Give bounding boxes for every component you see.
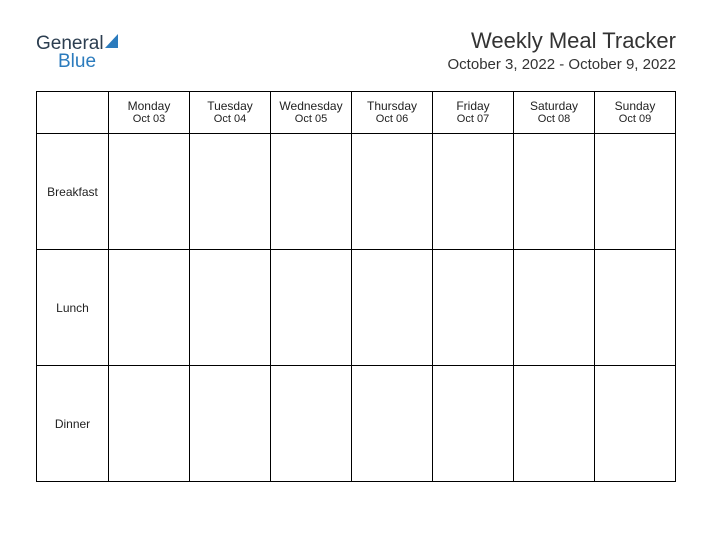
- meal-cell[interactable]: [514, 366, 595, 482]
- table-row: Lunch: [37, 250, 676, 366]
- logo-text-blue: Blue: [36, 52, 123, 71]
- meal-cell[interactable]: [190, 250, 271, 366]
- day-name: Friday: [433, 99, 513, 113]
- meal-cell[interactable]: [190, 134, 271, 250]
- meal-cell[interactable]: [595, 134, 676, 250]
- col-header: Saturday Oct 08: [514, 92, 595, 134]
- col-header: Thursday Oct 06: [352, 92, 433, 134]
- row-label-breakfast: Breakfast: [37, 134, 109, 250]
- meal-cell[interactable]: [433, 366, 514, 482]
- day-date: Oct 08: [514, 113, 594, 126]
- meal-cell[interactable]: [514, 134, 595, 250]
- col-header: Sunday Oct 09: [595, 92, 676, 134]
- day-date: Oct 05: [271, 113, 351, 126]
- meal-cell[interactable]: [271, 366, 352, 482]
- row-label-lunch: Lunch: [37, 250, 109, 366]
- col-header: Tuesday Oct 04: [190, 92, 271, 134]
- day-date: Oct 06: [352, 113, 432, 126]
- table-row: Breakfast: [37, 134, 676, 250]
- day-date: Oct 03: [109, 113, 189, 126]
- meal-cell[interactable]: [109, 366, 190, 482]
- col-header: Monday Oct 03: [109, 92, 190, 134]
- title-block: Weekly Meal Tracker October 3, 2022 - Oc…: [448, 28, 676, 73]
- meal-cell[interactable]: [271, 134, 352, 250]
- table-corner-cell: [37, 92, 109, 134]
- header: General Blue Weekly Meal Tracker October…: [36, 28, 676, 73]
- col-header: Wednesday Oct 05: [271, 92, 352, 134]
- meal-cell[interactable]: [352, 134, 433, 250]
- meal-cell[interactable]: [109, 134, 190, 250]
- day-name: Wednesday: [271, 99, 351, 113]
- day-name: Sunday: [595, 99, 675, 113]
- day-name: Tuesday: [190, 99, 270, 113]
- meal-cell[interactable]: [109, 250, 190, 366]
- page-title: Weekly Meal Tracker: [448, 28, 676, 54]
- meal-cell[interactable]: [352, 366, 433, 482]
- meal-cell[interactable]: [352, 250, 433, 366]
- sail-icon: [105, 34, 123, 54]
- meal-cell[interactable]: [595, 366, 676, 482]
- meal-cell[interactable]: [595, 250, 676, 366]
- meal-cell[interactable]: [190, 366, 271, 482]
- logo: General Blue: [36, 28, 123, 71]
- col-header: Friday Oct 07: [433, 92, 514, 134]
- meal-cell[interactable]: [271, 250, 352, 366]
- meal-tracker-table: Monday Oct 03 Tuesday Oct 04 Wednesday O…: [36, 91, 676, 482]
- date-range: October 3, 2022 - October 9, 2022: [448, 56, 676, 73]
- day-name: Monday: [109, 99, 189, 113]
- day-date: Oct 07: [433, 113, 513, 126]
- meal-cell[interactable]: [433, 134, 514, 250]
- row-label-dinner: Dinner: [37, 366, 109, 482]
- logo-text: General Blue: [36, 34, 123, 71]
- day-date: Oct 09: [595, 113, 675, 126]
- meal-cell[interactable]: [433, 250, 514, 366]
- table-row: Dinner: [37, 366, 676, 482]
- day-name: Thursday: [352, 99, 432, 113]
- table-header-row: Monday Oct 03 Tuesday Oct 04 Wednesday O…: [37, 92, 676, 134]
- day-date: Oct 04: [190, 113, 270, 126]
- meal-cell[interactable]: [514, 250, 595, 366]
- day-name: Saturday: [514, 99, 594, 113]
